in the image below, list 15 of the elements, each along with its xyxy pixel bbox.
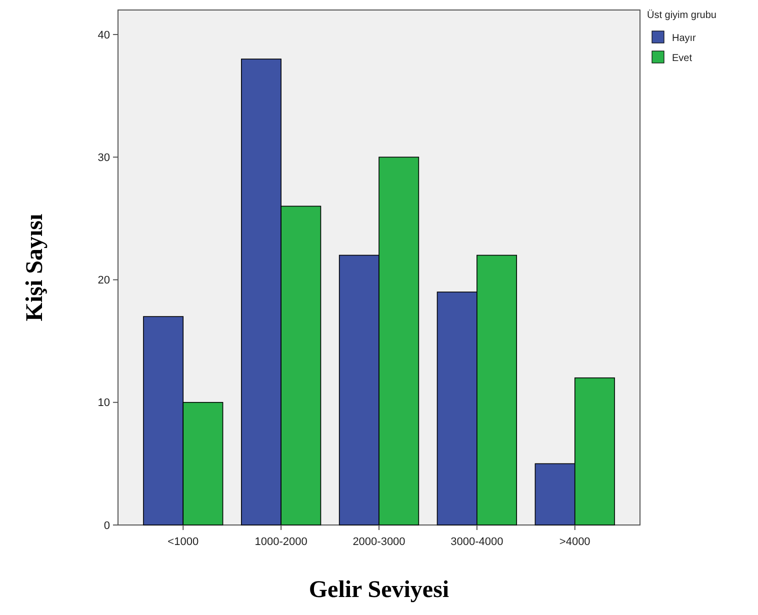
legend-title: Üst giyim grubu bbox=[647, 9, 716, 21]
x-tick-label: 1000-2000 bbox=[254, 536, 308, 548]
x-tick-label: 3000-4000 bbox=[450, 536, 504, 548]
x-axis-title: Gelir Seviyesi bbox=[308, 577, 450, 603]
x-tick-label: >4000 bbox=[559, 536, 590, 548]
x-tick-label: 2000-3000 bbox=[352, 536, 406, 548]
x-tick-label: <1000 bbox=[168, 536, 199, 548]
legend-label: Hayır bbox=[672, 33, 697, 44]
y-tick-label: 40 bbox=[98, 29, 110, 42]
y-tick-label: 10 bbox=[98, 397, 110, 410]
y-tick-label: 20 bbox=[98, 274, 110, 287]
legend-label: Evet bbox=[672, 53, 692, 64]
y-axis-title: Kişi Sayısı bbox=[22, 213, 48, 322]
y-tick-label: 0 bbox=[104, 520, 110, 532]
y-tick-label: 30 bbox=[98, 152, 110, 164]
